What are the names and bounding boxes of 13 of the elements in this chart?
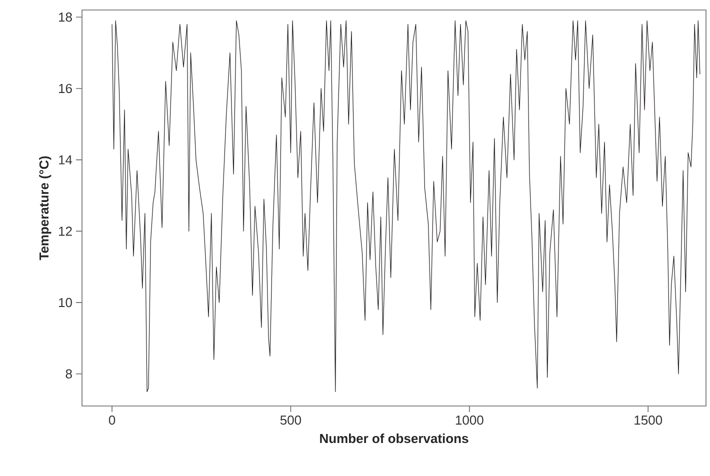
y-tick-label: 16 (59, 84, 72, 94)
x-axis-title: Number of observations (320, 434, 468, 444)
x-tick-label: 500 (280, 416, 302, 425)
x-tick-label: 1000 (456, 416, 484, 425)
x-tick-label: 1500 (634, 416, 662, 425)
y-tick-label: 18 (59, 12, 72, 22)
y-tick-label: 12 (59, 226, 72, 236)
y-axis-title: Temperature (°C) (39, 156, 52, 260)
x-tick-label: 0 (108, 416, 116, 425)
y-tick-label: 8 (66, 369, 72, 378)
y-tick-label: 10 (59, 298, 72, 308)
line-series (112, 20, 700, 392)
y-tick-label: 14 (59, 155, 72, 164)
